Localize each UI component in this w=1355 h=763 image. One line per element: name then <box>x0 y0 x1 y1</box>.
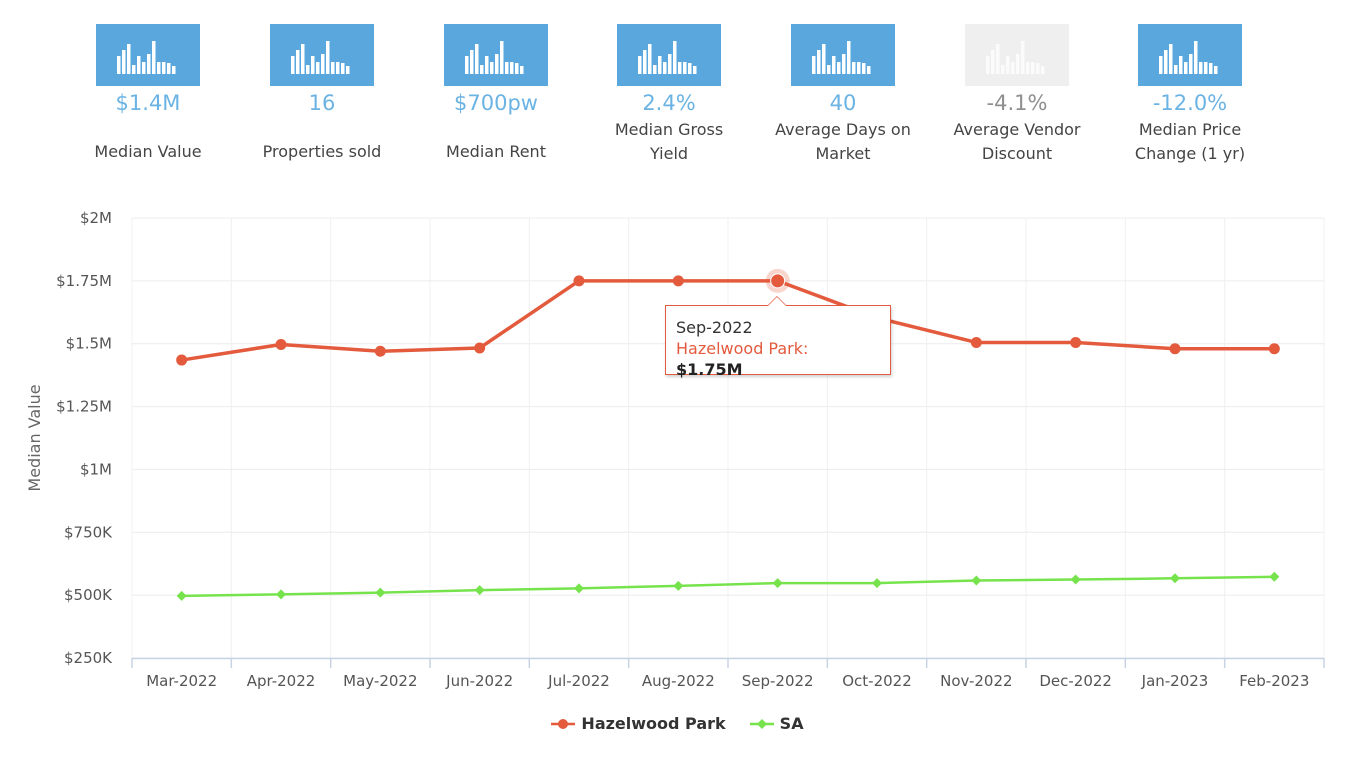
tooltip-value: $1.75M <box>676 360 743 379</box>
stat-median-gross-yield[interactable]: 2.4% Median Gross Yield <box>582 24 756 166</box>
x-tick-label: Nov-2022 <box>940 672 1012 690</box>
x-tick-label: Apr-2022 <box>247 672 316 690</box>
y-axis-label: Median Value <box>25 384 44 491</box>
data-point-sa <box>574 583 584 594</box>
stat-label: Median Price Change (1 yr) <box>1134 120 1246 163</box>
bar-chart-icon <box>1138 24 1242 86</box>
x-tick-label: Sep-2022 <box>742 672 814 690</box>
x-tick-label: Dec-2022 <box>1039 672 1112 690</box>
stat-median-rent[interactable]: $700pw Median Rent <box>409 24 583 164</box>
stat-label: Average Vendor Discount <box>953 120 1081 163</box>
bar-chart-icon <box>444 24 548 86</box>
bar-chart-icon <box>270 24 374 86</box>
stat-value: 16 <box>308 91 336 115</box>
x-tick-label: Mar-2022 <box>146 672 217 690</box>
y-tick-label: $750K <box>64 523 113 541</box>
data-point-sa <box>872 578 882 589</box>
data-point-hazelwood-park <box>573 275 585 287</box>
x-tick-label: Oct-2022 <box>842 672 912 690</box>
bar-chart-icon <box>791 24 895 86</box>
data-point-hazelwood-park <box>770 273 786 289</box>
stats-panel: $1.4M Median Value 16 Properties sold $700pw… <box>60 0 1280 180</box>
data-point-hazelwood-park <box>1268 343 1280 355</box>
stat-value: $1.4M <box>115 91 181 115</box>
stat-average-vendor-discount[interactable]: -4.1% Average Vendor Discount <box>930 24 1104 166</box>
y-tick-label: $1.5M <box>66 335 112 353</box>
data-point-hazelwood-park <box>176 354 188 366</box>
chart-legend: Hazelwood Park SA <box>0 714 1355 735</box>
data-point-sa <box>176 590 187 601</box>
bar-chart-icon <box>617 24 721 86</box>
stat-median-price-change-1-yr[interactable]: -12.0% Median Price Change (1 yr) <box>1103 24 1277 166</box>
data-point-sa <box>474 585 485 596</box>
x-tick-label: Jan-2023 <box>1141 672 1209 690</box>
y-tick-label: $1.75M <box>56 272 112 290</box>
legend-symbol <box>749 718 774 729</box>
data-point-hazelwood-park <box>374 345 386 357</box>
data-point-sa <box>772 578 783 589</box>
legend-item-hazelwood-park[interactable]: Hazelwood Park <box>551 714 726 733</box>
data-point-sa <box>971 575 982 586</box>
stat-label: Properties sold <box>262 142 382 161</box>
chart-tooltip: Sep-2022 Hazelwood Park: $1.75M <box>665 296 891 379</box>
stat-label: Median Value <box>94 142 202 161</box>
y-tick-label: $1M <box>80 460 112 478</box>
y-tick-label: $1.25M <box>56 398 112 416</box>
stat-properties-sold[interactable]: 16 Properties sold <box>235 24 409 164</box>
y-tick-label: $2M <box>80 209 112 227</box>
stat-average-days-on-market[interactable]: 40 Average Days on Market <box>756 24 930 166</box>
series-line-sa <box>181 575 1275 598</box>
tooltip-series-line: Hazelwood Park: $1.75M <box>676 339 809 379</box>
stat-value: -4.1% <box>986 91 1048 115</box>
stat-label: Median Rent <box>446 142 546 161</box>
data-point-sa <box>1170 573 1180 584</box>
line-chart: $250K $500K $750K $1M $1.25M $1.5M $1.75M $2M Ma… <box>25 209 1325 690</box>
x-tick-label: May-2022 <box>343 672 417 690</box>
stat-label: Average Days on Market <box>775 120 911 163</box>
tooltip-series-name: Hazelwood Park <box>676 339 804 358</box>
data-point-sa <box>1070 574 1081 585</box>
x-tick-label: Aug-2022 <box>642 672 715 690</box>
y-tick-label: $500K <box>64 586 113 604</box>
series-line-hazelwood-park <box>181 279 1275 362</box>
data-point-sa <box>1269 571 1280 582</box>
legend-label: SA <box>779 714 804 733</box>
data-point-hazelwood-park <box>275 338 287 350</box>
stat-value: 40 <box>829 91 857 115</box>
data-point-hazelwood-park <box>1169 343 1181 355</box>
data-point-sa <box>276 589 286 600</box>
stat-label: Median Gross Yield <box>614 120 724 163</box>
bar-chart-icon <box>965 24 1069 86</box>
legend-symbol <box>551 718 576 729</box>
data-point-hazelwood-park <box>1070 336 1082 348</box>
bar-chart-icon <box>96 24 200 86</box>
data-point-hazelwood-park <box>474 342 486 354</box>
data-point-hazelwood-park <box>970 336 982 348</box>
data-point-hazelwood-park <box>672 275 684 287</box>
stat-value: 2.4% <box>642 91 696 115</box>
data-point-sa <box>673 580 684 591</box>
data-point-sa <box>375 587 386 598</box>
y-tick-label: $250K <box>64 649 113 667</box>
x-tick-label: Jul-2022 <box>547 672 610 690</box>
stat-median-value[interactable]: $1.4M Median Value <box>61 24 235 164</box>
x-tick-label: Jun-2022 <box>445 672 513 690</box>
x-tick-label: Feb-2023 <box>1239 672 1309 690</box>
stat-value: $700pw <box>454 91 538 115</box>
legend-item-sa[interactable]: SA <box>749 714 804 733</box>
legend-label: Hazelwood Park <box>581 714 726 733</box>
stat-value: -12.0% <box>1152 91 1228 115</box>
tooltip-date: Sep-2022 <box>676 318 753 337</box>
